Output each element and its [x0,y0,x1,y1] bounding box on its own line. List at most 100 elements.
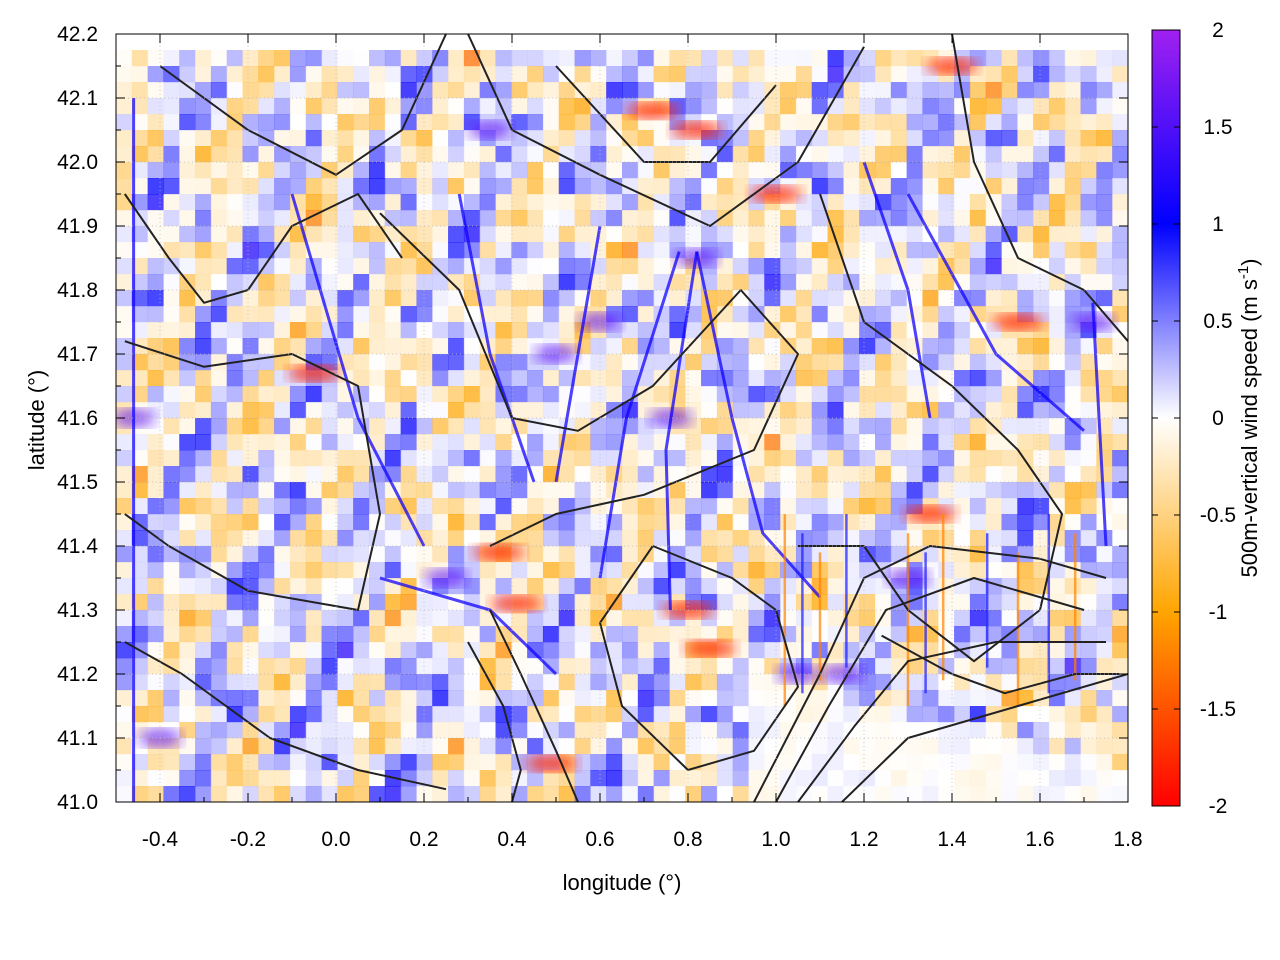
field-cell [116,498,133,515]
field-cell [179,690,196,707]
field-cell [416,34,433,51]
field-cell [906,162,924,179]
field-cell [653,258,671,275]
field-cell [384,274,402,291]
field-cell [195,210,212,227]
field-cell [1017,530,1034,547]
field-cell [479,66,497,83]
field-cell [748,162,765,179]
field-cell [732,82,750,99]
field-cell [574,258,591,275]
field-cell [289,50,307,67]
field-cell [954,34,971,51]
field-cell [195,610,212,627]
field-cell [527,386,544,403]
field-cell [1033,498,1050,515]
field-cell [985,274,1003,291]
field-cell [305,114,323,131]
field-cell [780,210,797,227]
field-cell [827,162,844,179]
field-cell [337,274,354,291]
field-cell [274,130,291,147]
field-cell [685,146,702,163]
field-cell [289,306,307,323]
field-cell [242,306,259,323]
field-cell [985,594,1003,611]
field-cell [495,514,512,531]
field-cell [558,194,576,211]
field-cell [764,658,781,675]
field-cell [1048,338,1066,355]
field-cell [210,514,228,531]
field-cell [258,82,275,99]
field-cell [1112,386,1128,403]
field-cell [258,578,275,595]
field-cell [574,674,591,691]
field-cell [890,482,908,499]
field-cell [432,402,449,419]
field-cell [242,754,259,771]
field-cell [179,498,196,515]
field-cell [811,50,829,67]
field-cell [827,50,844,67]
field-cell [590,418,607,435]
field-cell [558,658,576,675]
field-cell [542,194,560,211]
field-cell [432,626,449,643]
field-cell [1033,770,1050,787]
field-cell [131,658,149,675]
field-cell [147,194,165,211]
field-cell [827,402,844,419]
field-cell [574,722,591,739]
field-cell [1033,722,1050,739]
field-cell [511,402,528,419]
field-cell [969,754,987,771]
field-cell [1096,162,1113,179]
field-cell [843,98,860,115]
field-cell [859,66,876,83]
field-cell [116,66,133,83]
field-cell [906,690,924,707]
field-cell [210,626,228,643]
field-cell [179,610,196,627]
field-cell [922,354,939,371]
field-cell [558,258,576,275]
field-cell [321,290,338,307]
field-cell [195,594,212,611]
field-cell [511,338,528,355]
field-cell [210,658,228,675]
field-cell [622,434,639,451]
field-cell [226,66,244,83]
field-cell [242,386,259,403]
field-cell [669,674,686,691]
field-cell [890,370,908,387]
field-cell [274,498,291,515]
field-cell [701,354,718,371]
field-cell [163,258,180,275]
field-cell [353,658,370,675]
field-cell [764,786,781,802]
field-cell [922,754,939,771]
field-cell [637,434,655,451]
field-cell [495,210,512,227]
field-cell [131,562,149,579]
field-cell [305,690,323,707]
field-cell [479,194,497,211]
field-cell [653,770,671,787]
field-cell [922,242,939,259]
field-cell [495,450,512,467]
field-cell [289,754,307,771]
field-cell [969,82,987,99]
field-cell [448,130,465,147]
field-cell [432,418,449,435]
field-cell [637,450,655,467]
field-cell [369,786,386,802]
field-cell [353,674,370,691]
field-cell [954,754,971,771]
field-cell [985,466,1003,483]
field-cell [622,354,639,371]
field-cell [400,386,418,403]
field-cell [479,450,497,467]
field-cell [289,642,307,659]
field-cell [764,722,781,739]
